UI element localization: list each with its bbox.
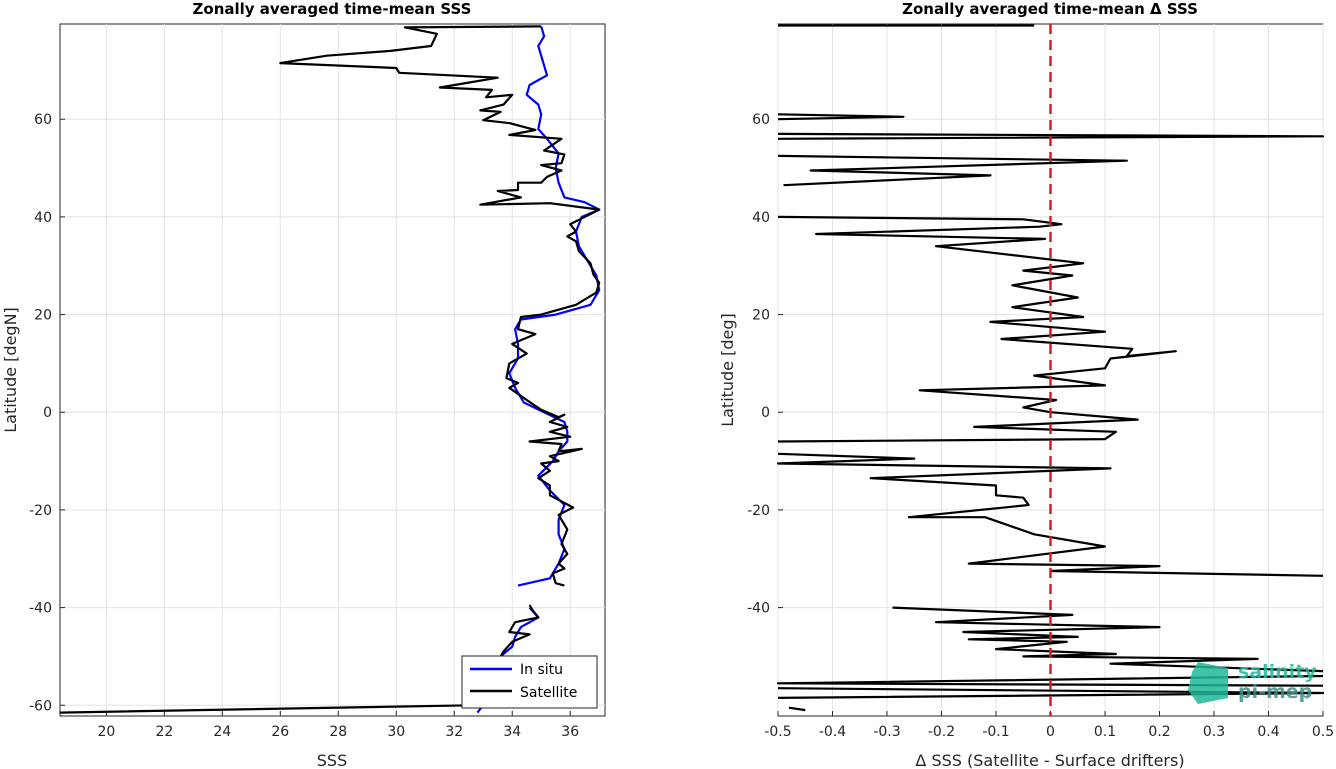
x-tick-label: -0.2 <box>928 724 955 740</box>
y-tick-label: 0 <box>761 405 770 421</box>
x-tick-label: 0.4 <box>1257 724 1279 740</box>
delta-chart-title: Zonally averaged time-mean Δ SSS <box>902 0 1198 18</box>
legend-box <box>461 655 598 709</box>
x-tick-label: 0.3 <box>1203 724 1225 740</box>
y-tick-label: 40 <box>752 210 770 226</box>
x-tick-label: -0.5 <box>764 724 791 740</box>
x-tick-label: 28 <box>329 724 347 740</box>
x-tick-label: 36 <box>561 724 579 740</box>
y-tick-label: -20 <box>29 503 52 519</box>
x-tick-label: -0.4 <box>819 724 846 740</box>
y-tick-label: -40 <box>29 601 52 617</box>
delta-sss-line <box>777 215 1177 443</box>
x-tick-label: 20 <box>97 724 115 740</box>
x-tick-label: 0.5 <box>1312 724 1334 740</box>
legend-label-in-situ: In situ <box>520 662 563 678</box>
y-tick-label: 60 <box>34 112 52 128</box>
y-tick-label: 40 <box>34 210 52 226</box>
x-tick-label: 34 <box>503 724 521 740</box>
y-tick-label: 20 <box>752 308 770 324</box>
x-tick-label: 24 <box>213 724 231 740</box>
x-tick-label: 26 <box>271 724 289 740</box>
delta-sss-line <box>777 132 1325 140</box>
y-tick-label: -60 <box>29 698 52 714</box>
x-tick-label: 22 <box>155 724 173 740</box>
logo-line-1: salinity <box>1238 661 1317 683</box>
delta-sss-line <box>776 452 1324 577</box>
sss-tick-labels: 20 22 24 26 28 30 32 34 36 -60 -40 -20 0 20 40 60 <box>29 112 579 740</box>
sss-axes-box <box>59 23 606 717</box>
x-tick-label: -0.1 <box>982 724 1009 740</box>
delta-tick-labels: -0.5 -0.4 -0.3 -0.2 -0.1 0 0.1 0.2 0.3 0.4 0.5 -40 -… <box>747 112 1334 740</box>
delta-x-axis-label: Δ SSS (Satellite - Surface drifters) <box>915 751 1184 769</box>
sss-grid <box>60 24 605 716</box>
delta-sss-line <box>777 687 1325 699</box>
sss-chart-title: Zonally averaged time-mean SSS <box>193 0 472 18</box>
y-tick-label: -40 <box>747 601 770 617</box>
y-tick-label: 0 <box>43 405 52 421</box>
sss-y-axis-label: Latitude [degN] <box>1 307 20 433</box>
x-tick-label: 30 <box>387 724 405 740</box>
x-tick-label: -0.3 <box>873 724 900 740</box>
x-tick-label: 32 <box>445 724 463 740</box>
sss-panel: 20 22 24 26 28 30 32 34 36 -60 -40 -20 0 20 40 60 Zonal… <box>1 0 606 769</box>
x-tick-label: 0 <box>1046 724 1055 740</box>
x-tick-label: 0.2 <box>1148 724 1170 740</box>
y-tick-label: 60 <box>752 112 770 128</box>
delta-series <box>776 24 1325 712</box>
logo-line-2: pi-mep <box>1238 681 1312 703</box>
y-tick-label: -20 <box>747 503 770 519</box>
salinity-pi-mep-logo: salinity pi-mep <box>1188 661 1317 704</box>
logo-shape <box>1188 662 1228 704</box>
delta-sss-line <box>776 674 1324 687</box>
legend-label-satellite: Satellite <box>520 685 577 701</box>
sss-x-axis-label: SSS <box>317 751 347 769</box>
y-tick-label: 20 <box>34 308 52 324</box>
delta-sss-line <box>777 113 905 121</box>
delta-y-axis-label: Latitude [deg] <box>718 313 737 427</box>
sss-tick-marks <box>60 118 571 716</box>
x-tick-label: 0.1 <box>1094 724 1116 740</box>
delta-sss-line <box>788 706 806 712</box>
sss-legend: In situ Satellite <box>461 655 598 709</box>
delta-sss-line <box>777 154 1128 187</box>
delta-sss-panel: -0.5 -0.4 -0.3 -0.2 -0.1 0 0.1 0.2 0.3 0.4 0.5 -40 -… <box>718 0 1334 769</box>
delta-sss-line <box>892 606 1324 673</box>
satellite-line <box>279 25 601 587</box>
